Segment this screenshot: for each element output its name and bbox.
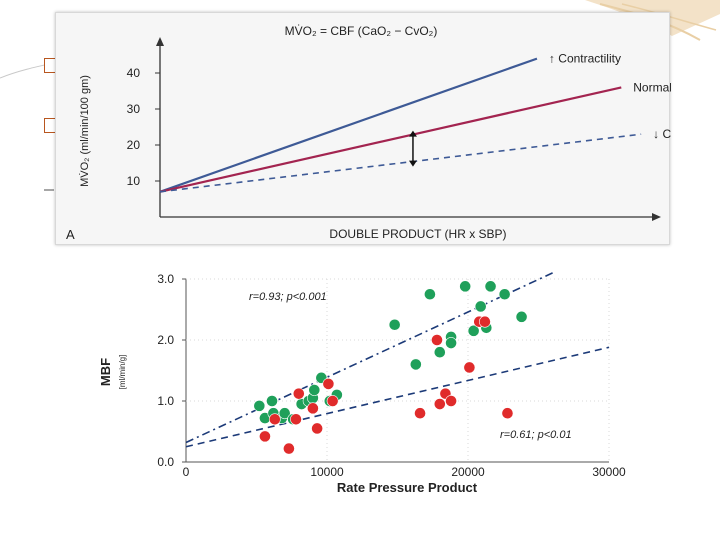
chart-b-point-green (445, 337, 457, 349)
chart-b-xtick-label: 30000 (592, 465, 626, 479)
chart-b-point-green (266, 395, 278, 407)
chart-a-series-line (159, 86, 622, 193)
chart-a-xlabel: DOUBLE PRODUCT (HR x SBP) (329, 227, 506, 241)
chart-b-fit-label-green: r=0.93; p<0.001 (249, 291, 327, 303)
chart-a-arrowhead-up (408, 130, 417, 137)
chart-b-ylabel-units: [ml/min/g] (118, 355, 127, 390)
chart-b-point-red (431, 334, 443, 346)
chart-a-svg: MV̇O₂ = CBF (CaO₂ − CvO₂) 10 20 30 40 ↑ Con… (66, 24, 720, 242)
chart-a-series-line (159, 133, 642, 193)
chart-a-series-label: ↓ Contractility (653, 127, 671, 141)
chart-b-point-green (474, 300, 487, 313)
figure-panel-a: MV̇O₂ = CBF (CaO₂ − CvO₂) 10 20 30 40 ↑ Con… (55, 12, 720, 245)
chart-b-xtick-label: 20000 (451, 465, 485, 479)
chart-b-point-red (306, 402, 319, 415)
chart-b-point-green (433, 346, 446, 359)
chart-b-point-red (268, 413, 281, 426)
chart-b-point-green (467, 324, 480, 337)
chart-b-point-green (388, 318, 401, 331)
chart-b-point-red (311, 422, 324, 435)
chart-b-fit-line (185, 346, 610, 448)
chart-a-series-label: ↑ Contractility (549, 52, 621, 66)
chart-a-ytick-label: 20 (127, 138, 141, 152)
chart-b-point-red (463, 361, 476, 374)
chart-b-xtick-label: 0 (183, 465, 190, 479)
chart-b-point-green (484, 280, 497, 293)
chart-a-series-label: Normal (633, 80, 671, 94)
chart-a-series-line (159, 57, 538, 193)
chart-a-panel-label: A (66, 227, 75, 242)
chart-b-point-red (292, 387, 305, 400)
chart-b-point-green (278, 407, 291, 420)
chart-b-point-red (433, 398, 446, 410)
chart-b-xtick-label: 10000 (310, 465, 344, 479)
chart-b-ylabel: MBF (98, 358, 113, 386)
chart-b-svg: 0 10000 20000 30000 0.0 1.0 2.0 3.0 MBF [ml/min… (98, 272, 626, 495)
chart-b-ytick-label: 1.0 (157, 394, 174, 408)
chart-b-point-red (479, 315, 491, 328)
chart-b-point-green (424, 288, 436, 301)
chart-b-point-red (259, 430, 271, 443)
chart-a-y-arrowhead (156, 37, 164, 46)
chart-b-point-green (459, 280, 472, 293)
chart-b-point-green (253, 399, 266, 412)
chart-b-point-red (445, 395, 457, 407)
chart-b-xlabel: Rate Pressure Product (337, 480, 478, 495)
chart-b-ytick-label: 3.0 (157, 272, 174, 286)
chart-b-point-red (414, 407, 426, 420)
chart-b-point-green (498, 288, 511, 301)
chart-a-title: MV̇O₂ = CBF (CaO₂ − CvO₂) (285, 24, 438, 38)
figure-panel-b: 0 10000 20000 30000 0.0 1.0 2.0 3.0 MBF [ml/min… (37, 262, 672, 498)
chart-b-point-red (290, 413, 302, 426)
chart-b-point-red (283, 442, 295, 455)
chart-a-arrowhead-down (408, 160, 417, 167)
chart-a-ytick-label: 10 (127, 174, 141, 188)
chart-b-point-red (326, 395, 339, 407)
chart-b-point-green (409, 358, 422, 371)
chart-a-ytick-label: 40 (127, 66, 141, 80)
chart-b-point-red (501, 407, 514, 420)
chart-b-point-green (308, 384, 321, 396)
chart-b-ytick-label: 0.0 (157, 455, 174, 469)
chart-b-point-red (322, 378, 335, 390)
chart-b-ytick-label: 2.0 (157, 333, 174, 347)
chart-a-ytick-label: 30 (127, 102, 141, 116)
chart-b-point-green (515, 310, 528, 323)
chart-b-fit-line (185, 272, 553, 444)
chart-a-ylabel: MV̇O₂ (ml/min/100 gm) (78, 75, 91, 187)
chart-b-fit-label-red: r=0.61; p<0.01 (500, 429, 572, 441)
chart-a-x-arrowhead (652, 213, 661, 221)
